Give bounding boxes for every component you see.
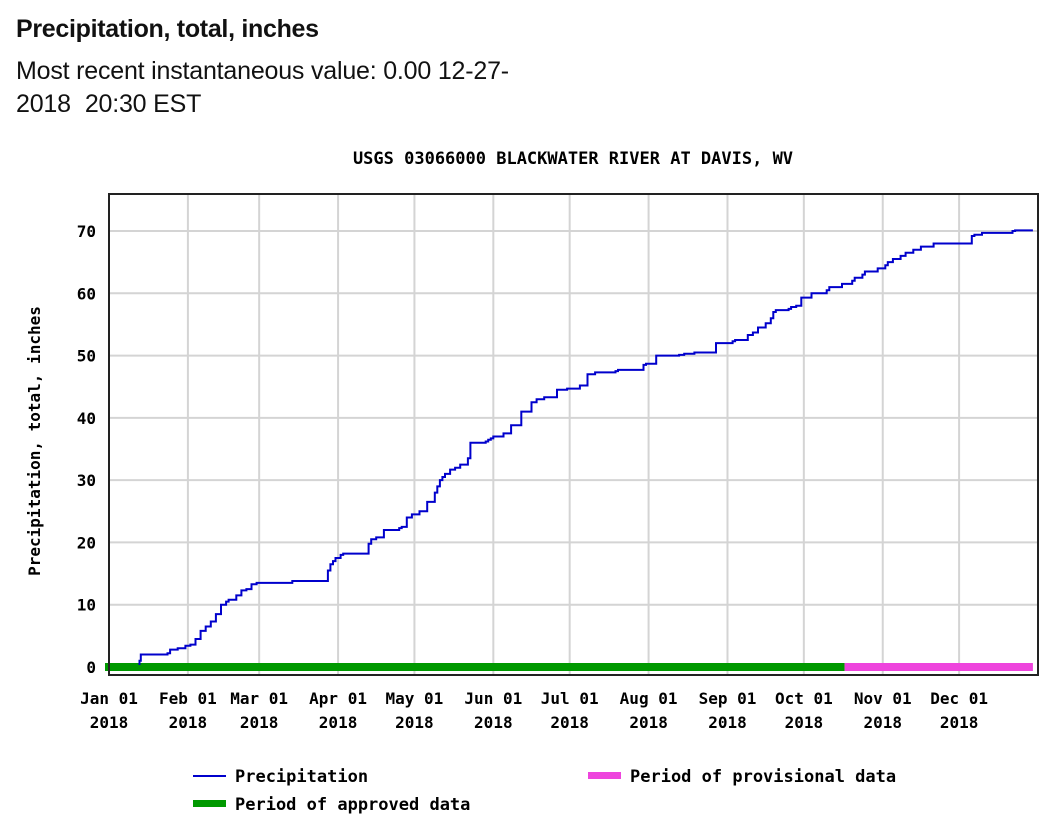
legend-swatch-bar <box>193 800 226 807</box>
period-bar <box>844 663 1033 671</box>
y-tick-label: 10 <box>77 596 96 615</box>
x-tick-label: Jul 01 <box>541 689 599 708</box>
x-tick-year: 2018 <box>474 713 513 732</box>
legend-swatch-bar <box>588 772 621 779</box>
x-tick-year: 2018 <box>240 713 279 732</box>
x-tick-label: Aug 01 <box>620 689 678 708</box>
x-tick-year: 2018 <box>169 713 208 732</box>
legend-label: Precipitation <box>235 767 368 787</box>
x-tick-year: 2018 <box>629 713 668 732</box>
y-tick-label: 0 <box>86 658 96 677</box>
x-tick-label: May 01 <box>386 689 444 708</box>
grid-lines <box>109 194 1038 675</box>
x-tick-label: Apr 01 <box>309 689 367 708</box>
x-tick-label: Dec 01 <box>930 689 988 708</box>
x-tick-year: 2018 <box>319 713 358 732</box>
x-tick-year: 2018 <box>550 713 589 732</box>
y-tick-label: 70 <box>77 222 96 241</box>
y-tick-label: 20 <box>77 533 96 552</box>
most-recent-value: Most recent instantaneous value: 0.00 12… <box>16 55 636 121</box>
most-recent-value-date: 2018 <box>16 90 71 118</box>
series-line-precipitation <box>138 229 1033 665</box>
most-recent-value-prefix: Most recent instantaneous value: 0.00 12… <box>16 57 509 85</box>
legend-label: Period of approved data <box>235 795 470 815</box>
x-tick-year: 2018 <box>785 713 824 732</box>
y-axis-label: Precipitation, total, inches <box>25 306 44 576</box>
y-tick-label: 40 <box>77 409 96 428</box>
data-periods <box>105 663 1033 671</box>
period-bar <box>105 663 845 671</box>
plot-frame <box>108 193 1039 676</box>
x-tick-label: Sep 01 <box>699 689 757 708</box>
page-title: Precipitation, total, inches <box>16 15 319 43</box>
x-tick-year: 2018 <box>708 713 747 732</box>
x-tick-label: Oct 01 <box>775 689 833 708</box>
y-tick-label: 30 <box>77 471 96 490</box>
most-recent-value-time: 20:30 EST <box>84 90 202 118</box>
legend-label: Period of provisional data <box>630 767 896 787</box>
x-tick-year: 2018 <box>863 713 902 732</box>
series-layer <box>138 229 1033 665</box>
x-tick-year: 2018 <box>940 713 979 732</box>
x-tick-year: 2018 <box>90 713 129 732</box>
y-tick-label: 50 <box>77 347 96 366</box>
x-tick-label: Mar 01 <box>230 689 288 708</box>
y-tick-label: 60 <box>77 284 96 303</box>
x-tick-labels: Jan 01 2018 Feb 01 2018 Mar 01 2018 Apr 01 2018… <box>80 689 988 732</box>
x-tick-year: 2018 <box>395 713 434 732</box>
legend: Precipitation Period of provisional data P… <box>193 767 896 815</box>
x-tick-label: Feb 01 <box>159 689 217 708</box>
chart-title: USGS 03066000 BLACKWATER RIVER AT DAVIS,… <box>353 149 793 169</box>
y-tick-labels: 0 10 20 30 40 50 60 70 <box>77 222 96 677</box>
x-tick-label: Jun 01 <box>464 689 522 708</box>
x-tick-label: Jan 01 <box>80 689 138 708</box>
plot-background <box>109 194 1038 675</box>
x-tick-label: Nov 01 <box>854 689 912 708</box>
